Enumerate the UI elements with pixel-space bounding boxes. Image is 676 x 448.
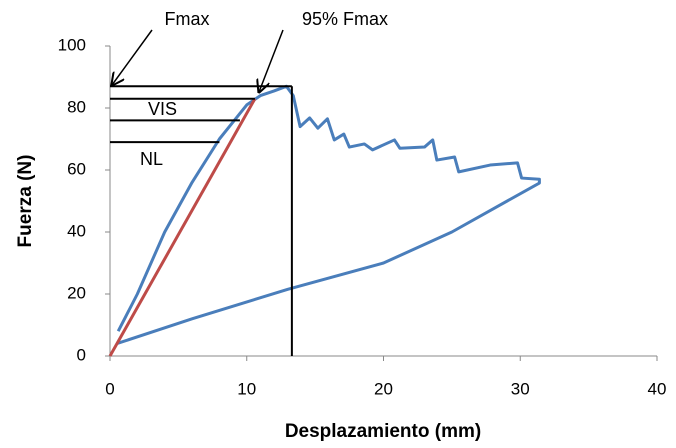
y-axis-title: Fuerza (N) (15, 155, 36, 248)
y-tick-label: 0 (77, 345, 86, 364)
data-line (116, 84, 541, 346)
annotation: VIS (148, 99, 177, 119)
annotation-arrow (259, 29, 284, 92)
x-tick-label: 20 (374, 379, 393, 398)
annotation: Fmax (165, 9, 210, 29)
x-tick-label: 10 (237, 379, 256, 398)
y-tick-label: 20 (67, 283, 86, 302)
y-tick-label: 40 (67, 221, 86, 240)
annotation-arrow (112, 29, 153, 85)
annotation: 95% Fmax (302, 9, 388, 29)
x-axis-title: Desplazamiento (mm) (285, 421, 481, 442)
x-tick-label: 0 (105, 379, 114, 398)
y-tick-label: 60 (67, 159, 86, 178)
y-tick-label: 80 (67, 97, 86, 116)
data-line (108, 97, 257, 357)
x-tick-label: 30 (511, 379, 530, 398)
annotation: NL (140, 149, 163, 169)
y-tick-label: 100 (58, 35, 86, 54)
x-tick-label: 40 (648, 379, 667, 398)
